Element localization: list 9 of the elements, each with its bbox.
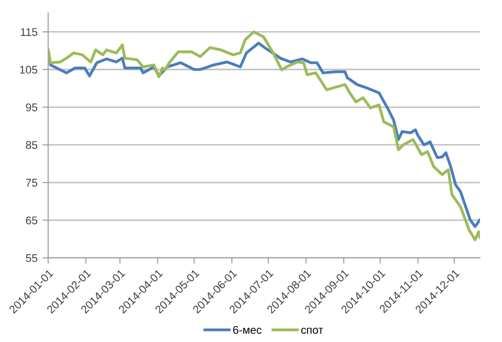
legend-label: спот [301,328,324,334]
y-tick-label: 105 [20,66,38,74]
y-tick-label: 55 [26,254,38,262]
y-tick-label: 85 [26,141,38,149]
y-tick-label: 75 [26,178,38,187]
y-tick-label: 95 [26,103,38,112]
legend-label: 6-мес [233,326,262,334]
y-tick-label: 115 [20,28,38,36]
y-tick-label: 65 [26,216,38,224]
